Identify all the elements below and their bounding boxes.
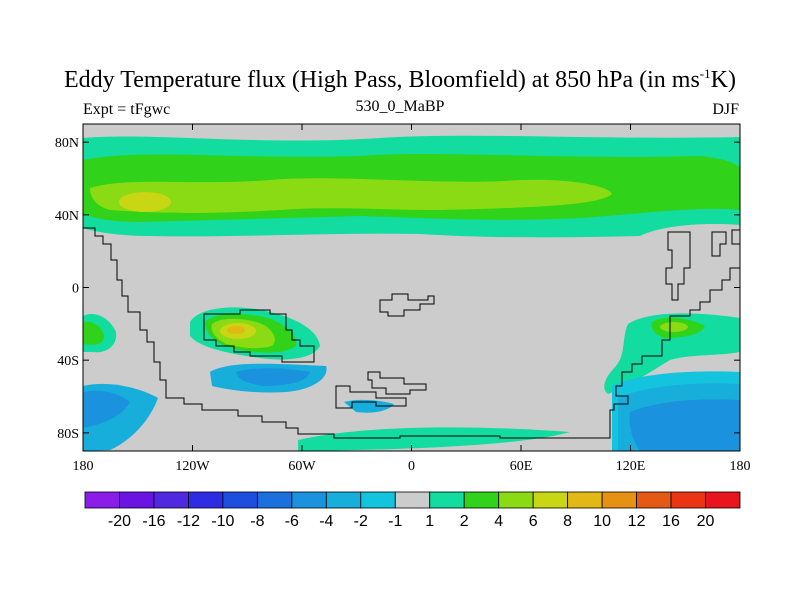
australia-core bbox=[660, 322, 688, 332]
colorbar-label: 1 bbox=[425, 513, 434, 530]
colorbar-swatch bbox=[601, 491, 637, 509]
x-tick-label: 120E bbox=[616, 459, 646, 474]
colorbar-label: -4 bbox=[319, 513, 333, 530]
y-axis: 80N 40N 0 40S 80S bbox=[55, 136, 740, 442]
coastline-asia-east bbox=[665, 231, 691, 301]
colorbar-swatch bbox=[153, 491, 189, 509]
coastline-americas bbox=[83, 227, 740, 439]
plot-title: Eddy Temperature flux (High Pass, Bloomf… bbox=[0, 66, 800, 94]
antarctic-positive bbox=[298, 427, 570, 451]
season-label: DJF bbox=[712, 101, 739, 118]
west-edge-patch-inner bbox=[83, 321, 104, 345]
colorbar-swatch bbox=[119, 491, 155, 509]
colorbar-swatch bbox=[532, 491, 569, 509]
colorbar-swatch bbox=[498, 491, 534, 509]
colorbar-swatch bbox=[567, 491, 603, 509]
colorbar-swatch bbox=[325, 491, 362, 509]
coastline-island-b bbox=[367, 371, 427, 395]
colorbar-label: -10 bbox=[211, 513, 234, 530]
x-tick-label: 180 bbox=[73, 459, 94, 474]
colorbar-label: -20 bbox=[108, 513, 131, 530]
x-tick-label: 0 bbox=[408, 459, 415, 474]
nh-storm-track-core bbox=[90, 178, 612, 213]
x-axis: 180 120W 60W 0 60E 120E 180 bbox=[73, 124, 751, 474]
plot-title-end: K) bbox=[710, 67, 736, 93]
map-plot-area bbox=[83, 124, 740, 451]
colorbar-swatch bbox=[670, 491, 706, 509]
colorbar-swatch bbox=[84, 491, 120, 509]
coastline-japan bbox=[711, 231, 727, 257]
colorbar-label: -8 bbox=[250, 513, 264, 530]
y-tick-label: 80N bbox=[55, 136, 79, 151]
y-tick-label: 40N bbox=[55, 209, 79, 224]
colorbar-label: 4 bbox=[494, 513, 503, 530]
colorbar-swatch bbox=[429, 491, 465, 509]
y-tick-label: 80S bbox=[57, 427, 79, 442]
colorbar-label: 20 bbox=[697, 513, 715, 530]
coastline-contours bbox=[83, 227, 740, 439]
colorbar: -20 -16 -12 -10 -8 -6 -4 -2 -1 1 2 4 6 8 10 12 16 20 bbox=[84, 491, 741, 530]
colorbar-label: -6 bbox=[285, 513, 299, 530]
south-america-core-orange bbox=[227, 326, 245, 334]
coastline-island-c bbox=[335, 385, 407, 409]
colorbar-label: -16 bbox=[142, 513, 165, 530]
x-tick-label: 60E bbox=[510, 459, 533, 474]
run-label: 530_0_MaBP bbox=[355, 98, 445, 115]
colorbar-swatch bbox=[360, 491, 396, 509]
colorbar-label: 6 bbox=[529, 513, 538, 530]
colorbar-swatch bbox=[256, 491, 293, 509]
colorbar-swatch bbox=[705, 491, 741, 509]
x-tick-label: 120W bbox=[175, 459, 210, 474]
colorbar-label: 12 bbox=[628, 513, 646, 530]
plot-title-main: Eddy Temperature flux (High Pass, Bloomf… bbox=[64, 67, 700, 93]
x-tick-label: 180 bbox=[730, 459, 751, 474]
colorbar-swatch bbox=[188, 491, 224, 509]
southwest-negative-inner bbox=[83, 390, 130, 428]
colorbar-swatch bbox=[463, 491, 500, 509]
indian-ocean-negative bbox=[344, 399, 394, 413]
y-tick-label: 40S bbox=[57, 354, 79, 369]
y-tick-label: 0 bbox=[72, 282, 79, 297]
colorbar-label: 8 bbox=[563, 513, 572, 530]
coastline-east-edge bbox=[731, 229, 740, 245]
colorbar-label: 16 bbox=[662, 513, 680, 530]
australia-region-outer bbox=[604, 313, 740, 394]
colorbar-label: -12 bbox=[177, 513, 200, 530]
south-atlantic-negative-inner bbox=[236, 368, 310, 386]
colorbar-swatch bbox=[291, 491, 327, 509]
coastline-africa bbox=[203, 309, 315, 363]
colorbar-swatch bbox=[636, 491, 672, 509]
colorbar-label: -1 bbox=[388, 513, 402, 530]
north-pacific-maximum bbox=[119, 192, 171, 212]
colorbar-label: -2 bbox=[354, 513, 368, 530]
x-tick-label: 60W bbox=[288, 459, 316, 474]
plot-title-superscript: -1 bbox=[699, 66, 711, 81]
colorbar-label: 10 bbox=[593, 513, 611, 530]
coastline-island-a bbox=[379, 293, 435, 317]
colorbar-label: 2 bbox=[460, 513, 469, 530]
experiment-label: Expt = tFgwc bbox=[83, 101, 171, 118]
colorbar-swatch bbox=[222, 491, 258, 509]
southeast-negative-inner bbox=[629, 399, 740, 451]
colorbar-swatch bbox=[394, 491, 431, 509]
